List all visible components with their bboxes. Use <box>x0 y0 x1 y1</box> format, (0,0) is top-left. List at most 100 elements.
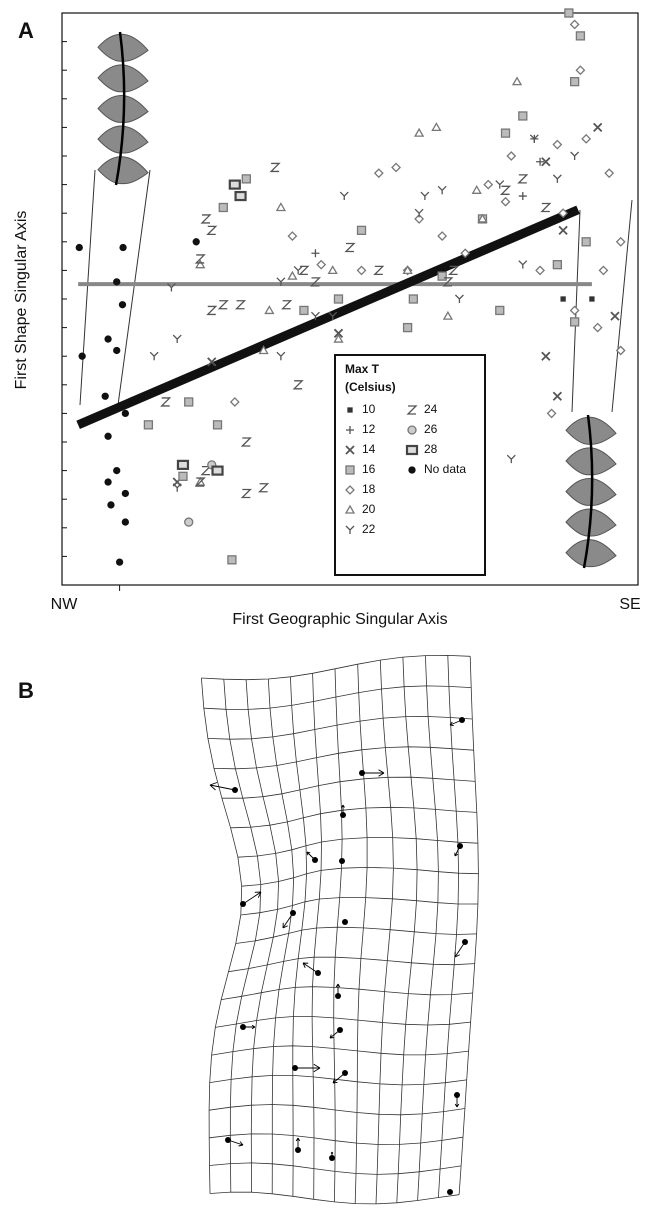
point <box>414 214 425 224</box>
legend-label: 28 <box>424 442 438 456</box>
point <box>495 305 505 316</box>
point <box>437 231 448 241</box>
legend-label: 24 <box>424 402 438 416</box>
displacement-arrow <box>454 1095 460 1108</box>
legend-marker <box>407 425 417 435</box>
point <box>570 151 580 160</box>
fit-line <box>76 205 580 429</box>
grid-line-h <box>241 866 479 887</box>
point <box>333 328 344 338</box>
legend-label: No data <box>424 462 466 476</box>
point <box>310 311 320 321</box>
displacement-arrow <box>449 719 463 726</box>
point <box>593 122 603 133</box>
point <box>408 294 419 304</box>
grid-line-v <box>417 655 439 1201</box>
point <box>414 208 424 218</box>
point <box>499 185 512 195</box>
point <box>194 477 206 487</box>
displacement-arrow <box>295 1137 301 1150</box>
point <box>166 283 176 292</box>
grid-line-v <box>245 679 280 1193</box>
deformation-grid <box>201 654 479 1205</box>
displacement-arrow <box>330 1151 334 1158</box>
grid-line-v <box>438 655 460 1198</box>
point <box>121 409 130 418</box>
point <box>206 305 218 316</box>
legend-marker <box>347 407 353 413</box>
point <box>564 8 574 18</box>
legend-label: 10 <box>362 402 376 416</box>
grid-line-v <box>290 676 308 1197</box>
point <box>113 466 121 475</box>
displacement-arrow <box>454 845 461 857</box>
legend-marker <box>344 504 356 514</box>
point <box>194 254 206 264</box>
point <box>569 76 580 87</box>
grid-line-h <box>228 956 475 973</box>
x-end-label: SE <box>619 596 640 613</box>
point <box>500 128 511 138</box>
point <box>506 151 517 161</box>
landmark <box>447 1189 453 1195</box>
point <box>218 202 228 213</box>
landmark <box>342 919 348 925</box>
point <box>281 300 293 310</box>
grid-line-h <box>221 986 473 1000</box>
point <box>552 174 562 183</box>
point <box>195 259 206 269</box>
point <box>121 489 130 498</box>
legend-label: 14 <box>362 442 376 456</box>
point <box>258 345 269 355</box>
point <box>518 192 527 201</box>
point <box>511 76 523 86</box>
point <box>258 483 270 493</box>
legend-marker <box>345 485 355 495</box>
tooth-cusp <box>97 156 149 185</box>
displacement-arrow <box>302 962 319 974</box>
tooth-image <box>565 414 617 569</box>
point <box>391 162 401 173</box>
panel-label: B <box>18 678 34 703</box>
point <box>333 294 344 304</box>
point <box>184 397 194 407</box>
point <box>206 225 218 236</box>
point <box>604 168 615 179</box>
grid-line-h <box>215 1016 471 1028</box>
legend-marker <box>408 466 416 474</box>
legend-title: (Celsius) <box>345 380 396 394</box>
point <box>104 432 112 440</box>
displacement-arrow <box>282 912 294 929</box>
legend: Max T (Celsius) 10 12 14 16 18 20 22 24 26 28 No dat… <box>334 354 486 576</box>
grid-line-h <box>207 716 473 740</box>
point <box>328 311 338 321</box>
x-end-label: NW <box>51 596 79 613</box>
point <box>402 265 413 275</box>
point <box>448 265 460 276</box>
point <box>207 357 217 367</box>
point <box>160 397 172 407</box>
point <box>471 185 482 194</box>
point <box>78 352 86 360</box>
point <box>339 191 349 201</box>
point <box>500 196 511 207</box>
point <box>506 454 516 464</box>
point <box>541 351 551 361</box>
inset-line <box>79 169 96 406</box>
point <box>293 265 303 275</box>
tooth-image <box>97 31 149 186</box>
tooth-axis <box>582 414 594 569</box>
point <box>211 465 224 476</box>
point <box>552 391 562 401</box>
x-axis-title: First Geographic Singular Axis <box>232 611 447 628</box>
point <box>442 277 454 287</box>
grid-line-h <box>209 1104 465 1116</box>
point <box>119 243 127 252</box>
point <box>299 305 309 316</box>
point <box>240 488 252 499</box>
point <box>541 157 551 167</box>
point <box>107 501 115 509</box>
grid-line-h <box>209 1162 462 1175</box>
legend-label: 18 <box>362 482 376 496</box>
point <box>229 397 240 407</box>
